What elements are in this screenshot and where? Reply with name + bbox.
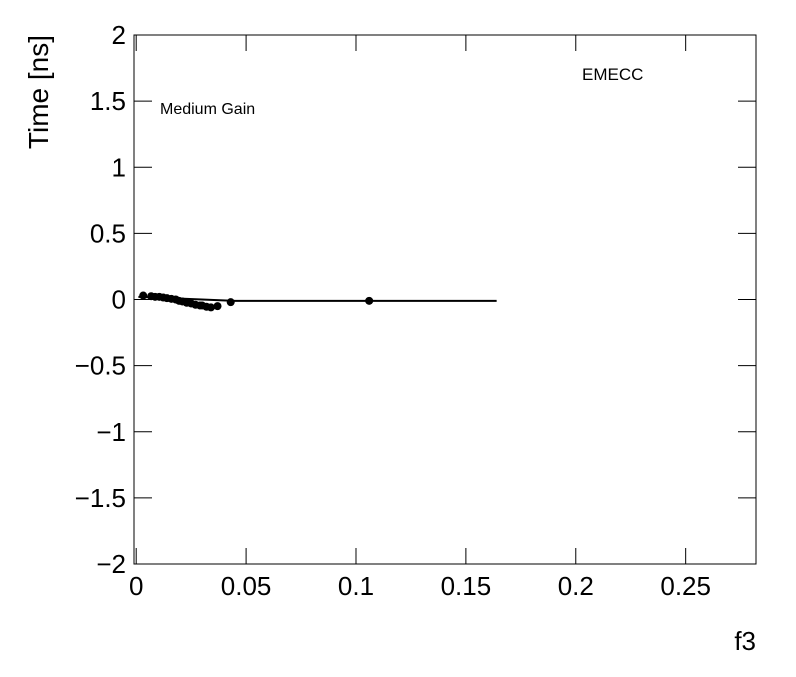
y-tick-label: 0 <box>112 285 126 315</box>
data-point <box>139 291 148 300</box>
annotation: EMECC <box>582 65 643 84</box>
data-point <box>226 298 235 307</box>
x-tick-label: 0.25 <box>660 571 711 601</box>
y-tick-label: 2 <box>112 20 126 50</box>
annotation: Medium Gain <box>160 101 255 118</box>
x-tick-label: 0.1 <box>338 571 374 601</box>
data-point <box>206 303 215 312</box>
y-tick-label: −1.5 <box>75 483 126 513</box>
y-tick-label: −2 <box>96 549 126 579</box>
y-tick-label: 1 <box>112 152 126 182</box>
x-tick-label: 0.05 <box>221 571 272 601</box>
y-tick-label: −1 <box>96 417 126 447</box>
y-tick-label: −0.5 <box>75 351 126 381</box>
y-tick-label: 1.5 <box>90 86 126 116</box>
x-tick-label: 0.15 <box>441 571 492 601</box>
x-tick-label: 0 <box>129 571 143 601</box>
y-tick-label: 0.5 <box>90 218 126 248</box>
x-axis-title: f3 <box>734 626 756 656</box>
y-axis-title: Time [ns] <box>23 35 54 149</box>
fit-line <box>138 295 497 302</box>
x-tick-label: 0.2 <box>558 571 594 601</box>
data-point <box>213 302 222 311</box>
